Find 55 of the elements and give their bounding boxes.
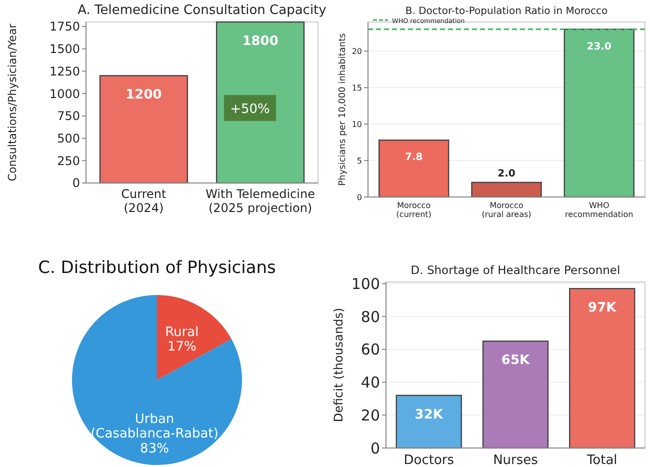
y-tick-label: 500: [57, 131, 80, 146]
y-tick-label: 250: [57, 154, 80, 168]
slice-label: Urban (Casablanca-Rabat): [90, 412, 218, 442]
chart-title: A. Telemedicine Consultation Capacity: [78, 3, 327, 18]
y-tick-label: 15: [352, 83, 362, 92]
y-tick-label: 5: [356, 156, 362, 166]
pie-slice: [72, 295, 242, 465]
y-tick-label: 40: [360, 374, 380, 392]
y-tick-label: 0: [370, 439, 380, 458]
bar: [482, 340, 549, 449]
x-tick-label: Morocco (current): [396, 201, 432, 220]
annotation: +50%: [230, 102, 270, 117]
chart-title: C. Distribution of Physicians: [38, 258, 276, 278]
x-tick-label: With Telemedicine (2025 projection): [206, 187, 315, 215]
y-axis-title: Physicians per 10,000 inhabitants: [338, 32, 348, 186]
y-tick-label: 80: [360, 308, 380, 326]
y-axis-title: Deficit (thousands): [332, 308, 346, 422]
y-tick-label: 0: [72, 176, 80, 190]
bar: [564, 28, 634, 198]
data-label: 32K: [414, 407, 444, 422]
data-label: 2.0: [498, 168, 516, 180]
data-label: 17%: [167, 340, 196, 355]
x-tick-label: Total: [586, 453, 618, 467]
y-tick-label: 20: [360, 406, 380, 424]
y-tick-label: 60: [360, 340, 380, 359]
y-tick-label: 1750: [49, 20, 80, 34]
pie-slice: [157, 295, 232, 380]
chart-title: D. Shortage of Healthcare Personnel: [410, 263, 620, 277]
y-tick-label: 0: [356, 192, 362, 202]
bar: [471, 182, 542, 198]
x-tick-label: Current (2024): [121, 187, 167, 215]
y-tick-label: 1250: [49, 64, 80, 78]
chart-title: B. Doctor-to-Population Ratio in Morocco: [405, 6, 608, 17]
data-label: 83%: [140, 442, 169, 457]
x-tick-label: WHO recommendation: [565, 201, 634, 220]
bar: [569, 288, 636, 449]
data-label: 1200: [126, 88, 162, 103]
data-label: 97K: [588, 300, 618, 316]
x-tick-label: Morocco (rural areas): [482, 201, 532, 220]
slice-label: Rural: [165, 324, 199, 340]
y-tick-label: 1000: [49, 86, 80, 101]
y-tick-label: 750: [57, 109, 80, 124]
data-label: 1800: [242, 34, 278, 49]
x-tick-label: Nurses: [493, 453, 538, 467]
y-tick-label: 20: [352, 46, 362, 56]
data-label: 7.8: [405, 152, 423, 164]
bar: [396, 394, 462, 449]
data-label: 65K: [501, 353, 531, 368]
y-axis-title: Consultations/Physician/Year: [6, 23, 19, 182]
y-tick-label: 1500: [49, 42, 80, 56]
data-label: 23.0: [586, 41, 612, 52]
x-tick-label: Doctors: [404, 453, 454, 467]
y-tick-label: 100: [351, 274, 380, 293]
bar: [378, 140, 450, 198]
y-tick-label: 10: [352, 120, 362, 129]
